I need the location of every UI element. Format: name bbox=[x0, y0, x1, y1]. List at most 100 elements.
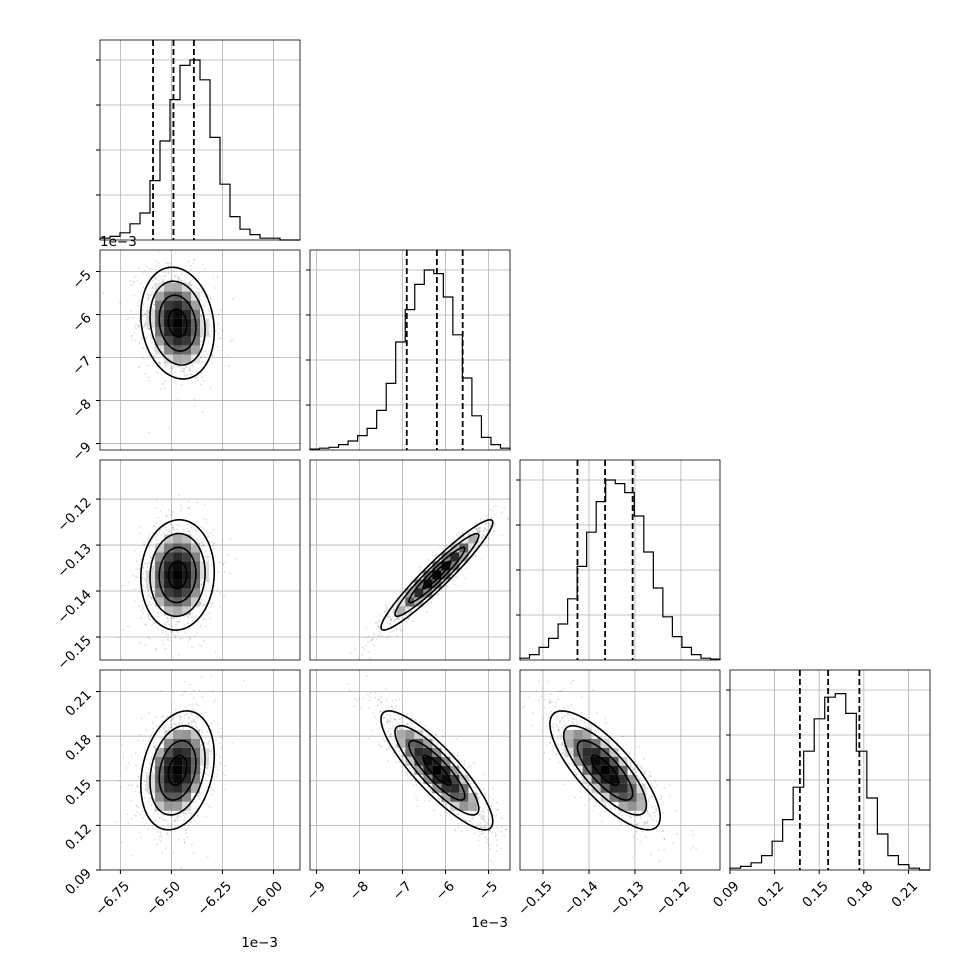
sample-point bbox=[167, 426, 170, 429]
sample-point bbox=[192, 697, 195, 700]
density-cell bbox=[182, 309, 192, 319]
sample-point bbox=[178, 365, 181, 368]
sample-point bbox=[137, 300, 140, 303]
sample-point bbox=[159, 510, 162, 512]
sample-point bbox=[176, 523, 178, 526]
sample-point bbox=[474, 555, 477, 558]
sample-point bbox=[171, 726, 174, 729]
sample-point bbox=[492, 525, 495, 528]
sample-point bbox=[136, 568, 139, 571]
sample-point bbox=[191, 284, 194, 287]
sample-point bbox=[152, 827, 155, 830]
sample-point bbox=[152, 568, 155, 570]
sample-point bbox=[187, 260, 190, 263]
density-cell bbox=[191, 747, 201, 757]
sample-point bbox=[204, 737, 207, 740]
sample-point bbox=[166, 616, 169, 619]
sample-point bbox=[195, 538, 198, 541]
sample-point bbox=[493, 522, 496, 525]
sample-point bbox=[194, 798, 196, 801]
density-cell bbox=[173, 552, 183, 562]
sample-point bbox=[427, 558, 430, 561]
sample-point bbox=[206, 855, 209, 858]
sample-point bbox=[143, 323, 146, 326]
sample-point bbox=[157, 279, 160, 282]
sample-point bbox=[184, 705, 187, 707]
sample-point bbox=[161, 714, 164, 717]
sample-point bbox=[181, 722, 184, 725]
sample-point bbox=[394, 618, 397, 621]
sample-point bbox=[471, 556, 474, 559]
sample-point bbox=[193, 709, 196, 712]
sample-point bbox=[219, 761, 222, 764]
sample-point bbox=[140, 836, 142, 839]
sample-point bbox=[148, 354, 151, 357]
sample-point bbox=[450, 579, 453, 582]
sample-point bbox=[151, 825, 154, 828]
density-cell bbox=[182, 747, 192, 757]
contour-line bbox=[422, 560, 452, 590]
sample-point bbox=[217, 587, 219, 590]
contour-line bbox=[158, 294, 197, 352]
sample-point bbox=[484, 527, 486, 530]
sample-point bbox=[202, 304, 205, 306]
histogram-step bbox=[519, 479, 721, 660]
sample-point bbox=[399, 591, 402, 593]
sample-point bbox=[209, 387, 212, 390]
sample-point bbox=[399, 625, 402, 628]
sample-point bbox=[475, 522, 478, 525]
sample-point bbox=[172, 718, 175, 721]
sample-point bbox=[243, 679, 245, 682]
sample-point bbox=[192, 262, 195, 265]
sample-point bbox=[170, 825, 172, 827]
sample-point bbox=[151, 292, 154, 295]
sample-point bbox=[152, 566, 155, 569]
sample-point bbox=[219, 735, 222, 737]
density-cell bbox=[155, 597, 165, 607]
sample-point bbox=[176, 277, 179, 280]
sample-point bbox=[387, 730, 390, 733]
sample-point bbox=[377, 634, 380, 637]
sample-point bbox=[152, 286, 154, 289]
density-cell bbox=[173, 588, 183, 598]
histogram-panel-0 bbox=[96, 39, 301, 241]
sample-point bbox=[155, 648, 158, 651]
sample-point bbox=[187, 723, 190, 726]
sample-point bbox=[504, 828, 507, 831]
density-cell bbox=[191, 783, 201, 793]
sample-point bbox=[206, 557, 209, 560]
sample-point bbox=[201, 729, 204, 732]
sample-point bbox=[202, 309, 205, 311]
sample-point bbox=[199, 602, 202, 605]
sample-point bbox=[172, 633, 175, 636]
sample-point bbox=[386, 636, 388, 639]
sample-point bbox=[183, 841, 186, 844]
sample-point bbox=[136, 576, 139, 579]
sample-point bbox=[157, 835, 160, 838]
sample-point bbox=[408, 617, 411, 620]
sample-point bbox=[200, 339, 203, 342]
sample-point bbox=[161, 852, 164, 854]
sample-point bbox=[396, 618, 399, 620]
sample-point bbox=[184, 273, 187, 276]
sample-point bbox=[174, 820, 177, 823]
density-cell bbox=[164, 606, 174, 616]
sample-point bbox=[139, 282, 142, 285]
sample-point bbox=[385, 606, 388, 609]
sample-point bbox=[456, 737, 458, 740]
sample-point bbox=[192, 720, 195, 723]
contour-line bbox=[167, 308, 188, 338]
sample-point bbox=[205, 301, 208, 304]
density-cell bbox=[173, 336, 183, 346]
density-cell bbox=[173, 570, 183, 580]
sample-point bbox=[129, 279, 132, 282]
panel-border bbox=[99, 39, 301, 241]
sample-point bbox=[217, 722, 219, 725]
density-cell bbox=[164, 354, 174, 364]
sample-point bbox=[192, 525, 195, 528]
sample-point bbox=[173, 365, 175, 368]
sample-point bbox=[221, 538, 224, 541]
sample-point bbox=[198, 277, 200, 280]
sample-point bbox=[147, 296, 150, 299]
sample-point bbox=[406, 712, 408, 715]
